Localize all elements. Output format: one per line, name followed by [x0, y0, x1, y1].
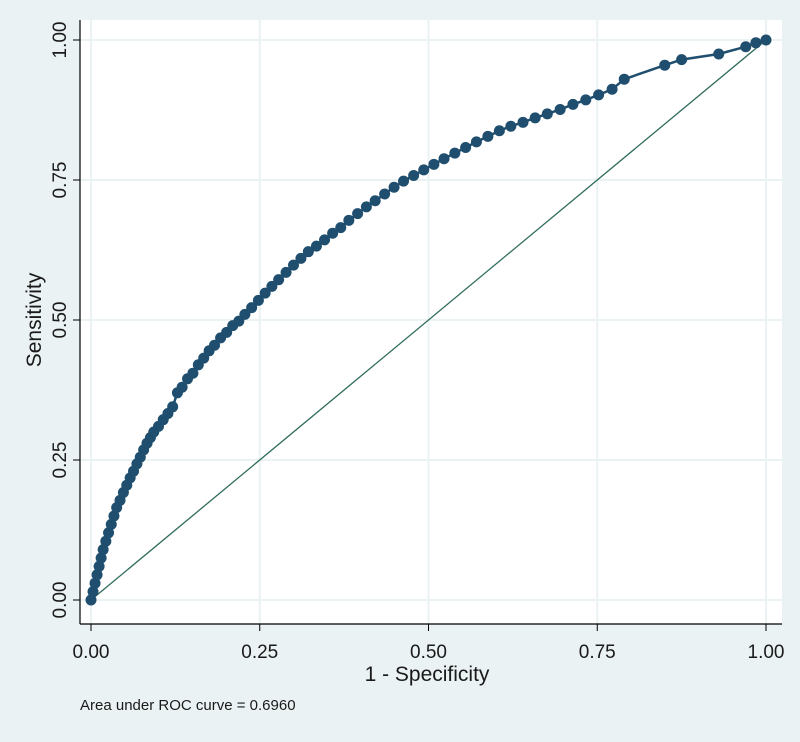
roc-point	[302, 246, 314, 258]
roc-point	[266, 280, 278, 292]
roc-point	[167, 401, 179, 413]
roc-point	[335, 222, 347, 234]
roc-point	[517, 116, 529, 128]
roc-point	[319, 234, 331, 246]
roc-point	[388, 181, 400, 193]
plot-area	[80, 20, 782, 624]
roc-point	[310, 240, 322, 252]
roc-point	[246, 302, 258, 314]
roc-point	[87, 586, 99, 598]
roc-point	[288, 259, 299, 271]
roc-point	[105, 518, 117, 530]
roc-point	[209, 339, 221, 351]
roc-point	[187, 367, 199, 379]
roc-point	[618, 73, 630, 85]
roc-point	[580, 94, 592, 106]
y-tick-label: 0.75	[50, 162, 71, 199]
roc-point	[398, 175, 410, 187]
roc-point	[408, 170, 420, 182]
y-axis: 0.00 0.25 0.50 0.75 1.00	[50, 22, 80, 619]
roc-point	[100, 535, 112, 547]
roc-markers	[85, 34, 772, 606]
grid	[80, 20, 782, 624]
x-axis-title: 1 - Specificity	[365, 663, 490, 686]
roc-point	[606, 83, 618, 95]
roc-point	[93, 560, 105, 572]
roc-point	[449, 147, 461, 159]
roc-point	[360, 201, 372, 213]
roc-point	[252, 294, 264, 306]
roc-point	[470, 136, 482, 148]
roc-point	[541, 108, 553, 120]
roc-point	[108, 510, 120, 522]
auc-note: Area under ROC curve = 0.6960	[80, 697, 296, 714]
roc-point	[593, 89, 605, 101]
roc-point	[91, 569, 103, 581]
roc-point	[97, 544, 109, 556]
roc-point	[418, 164, 430, 176]
roc-point	[505, 120, 517, 132]
roc-point	[379, 188, 391, 200]
y-tick-label: 1.00	[50, 22, 71, 59]
y-axis-title: Sensitivity	[23, 272, 46, 367]
roc-point	[554, 103, 566, 115]
roc-point	[89, 577, 101, 589]
y-tick-label: 0.00	[50, 582, 71, 619]
roc-point	[428, 158, 440, 170]
roc-point	[280, 266, 292, 278]
x-axis: 0.00 0.25 0.50 0.75 1.00	[73, 624, 785, 663]
roc-point	[438, 153, 450, 165]
roc-point	[482, 130, 494, 142]
reference-line	[90, 39, 767, 601]
x-tick-label: 0.50	[410, 642, 447, 663]
roc-point	[460, 142, 472, 154]
y-tick-label: 0.50	[50, 302, 71, 339]
roc-point	[273, 274, 285, 286]
roc-point	[760, 34, 772, 46]
roc-point	[713, 48, 725, 60]
roc-point	[259, 287, 271, 299]
roc-point	[295, 252, 307, 264]
roc-point	[327, 227, 339, 239]
roc-point	[567, 98, 579, 110]
y-tick-label: 0.25	[50, 442, 71, 479]
roc-point	[676, 54, 688, 66]
roc-point	[176, 381, 188, 393]
roc-point	[493, 125, 505, 137]
roc-point	[750, 37, 762, 49]
x-tick-label: 0.00	[73, 642, 110, 663]
x-tick-label: 0.25	[241, 642, 278, 663]
roc-point	[85, 594, 97, 606]
roc-point	[343, 214, 355, 226]
roc-point	[239, 308, 251, 320]
roc-point	[103, 527, 115, 539]
roc-point	[740, 41, 752, 53]
x-tick-label: 1.00	[748, 642, 785, 663]
roc-point	[352, 208, 364, 220]
x-tick-label: 0.75	[579, 642, 616, 663]
roc-point	[95, 552, 107, 564]
roc-point	[659, 59, 671, 71]
roc-point	[529, 112, 541, 124]
roc-point	[369, 195, 381, 207]
